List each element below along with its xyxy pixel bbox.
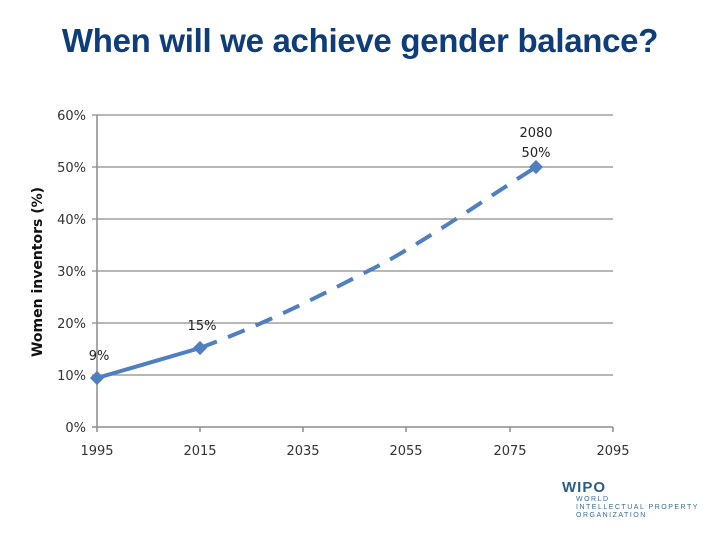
svg-text:2015: 2015 xyxy=(183,444,216,459)
svg-text:20%: 20% xyxy=(57,317,86,332)
svg-text:60%: 60% xyxy=(57,109,86,124)
marker-2015 xyxy=(192,340,208,356)
data-markers xyxy=(89,159,544,386)
svg-text:2095: 2095 xyxy=(596,444,629,459)
logo-wordmark: WIPO xyxy=(562,479,606,496)
svg-text:2075: 2075 xyxy=(493,444,526,459)
svg-text:2035: 2035 xyxy=(286,444,319,459)
series-observed-line xyxy=(95,346,202,380)
label-2015: 15% xyxy=(188,319,217,334)
svg-text:1995: 1995 xyxy=(80,444,113,459)
label-1995: 9% xyxy=(89,349,110,364)
label-2080-value: 50% xyxy=(522,146,551,161)
logo-line-2: INTELLECTUAL PROPERTY xyxy=(576,504,699,511)
logo-line-1: WORLD xyxy=(576,496,610,503)
y-axis-title: Women inventors (%) xyxy=(30,187,46,357)
logo-line-3: ORGANIZATION xyxy=(576,512,647,519)
svg-text:30%: 30% xyxy=(57,265,86,280)
data-labels: 9% 15% 2080 50% xyxy=(89,126,553,364)
label-2080-year: 2080 xyxy=(519,126,552,141)
wipo-logo: WIPO WORLD INTELLECTUAL PROPERTY ORGANIZ… xyxy=(562,479,699,520)
series-projection-line xyxy=(199,165,538,350)
svg-text:0%: 0% xyxy=(65,421,86,436)
slide-title: When will we achieve gender balance? xyxy=(61,22,659,59)
y-tick-labels: 60% 50% 40% 30% 20% 10% 0% xyxy=(57,109,86,436)
svg-text:2055: 2055 xyxy=(389,444,422,459)
svg-text:10%: 10% xyxy=(57,369,86,384)
svg-text:40%: 40% xyxy=(57,213,86,228)
marker-1995 xyxy=(89,370,105,386)
svg-text:50%: 50% xyxy=(57,161,86,176)
x-tick-labels: 1995 2015 2035 2055 2075 2095 xyxy=(80,444,629,459)
gridlines xyxy=(92,114,613,376)
marker-2080 xyxy=(528,159,544,175)
